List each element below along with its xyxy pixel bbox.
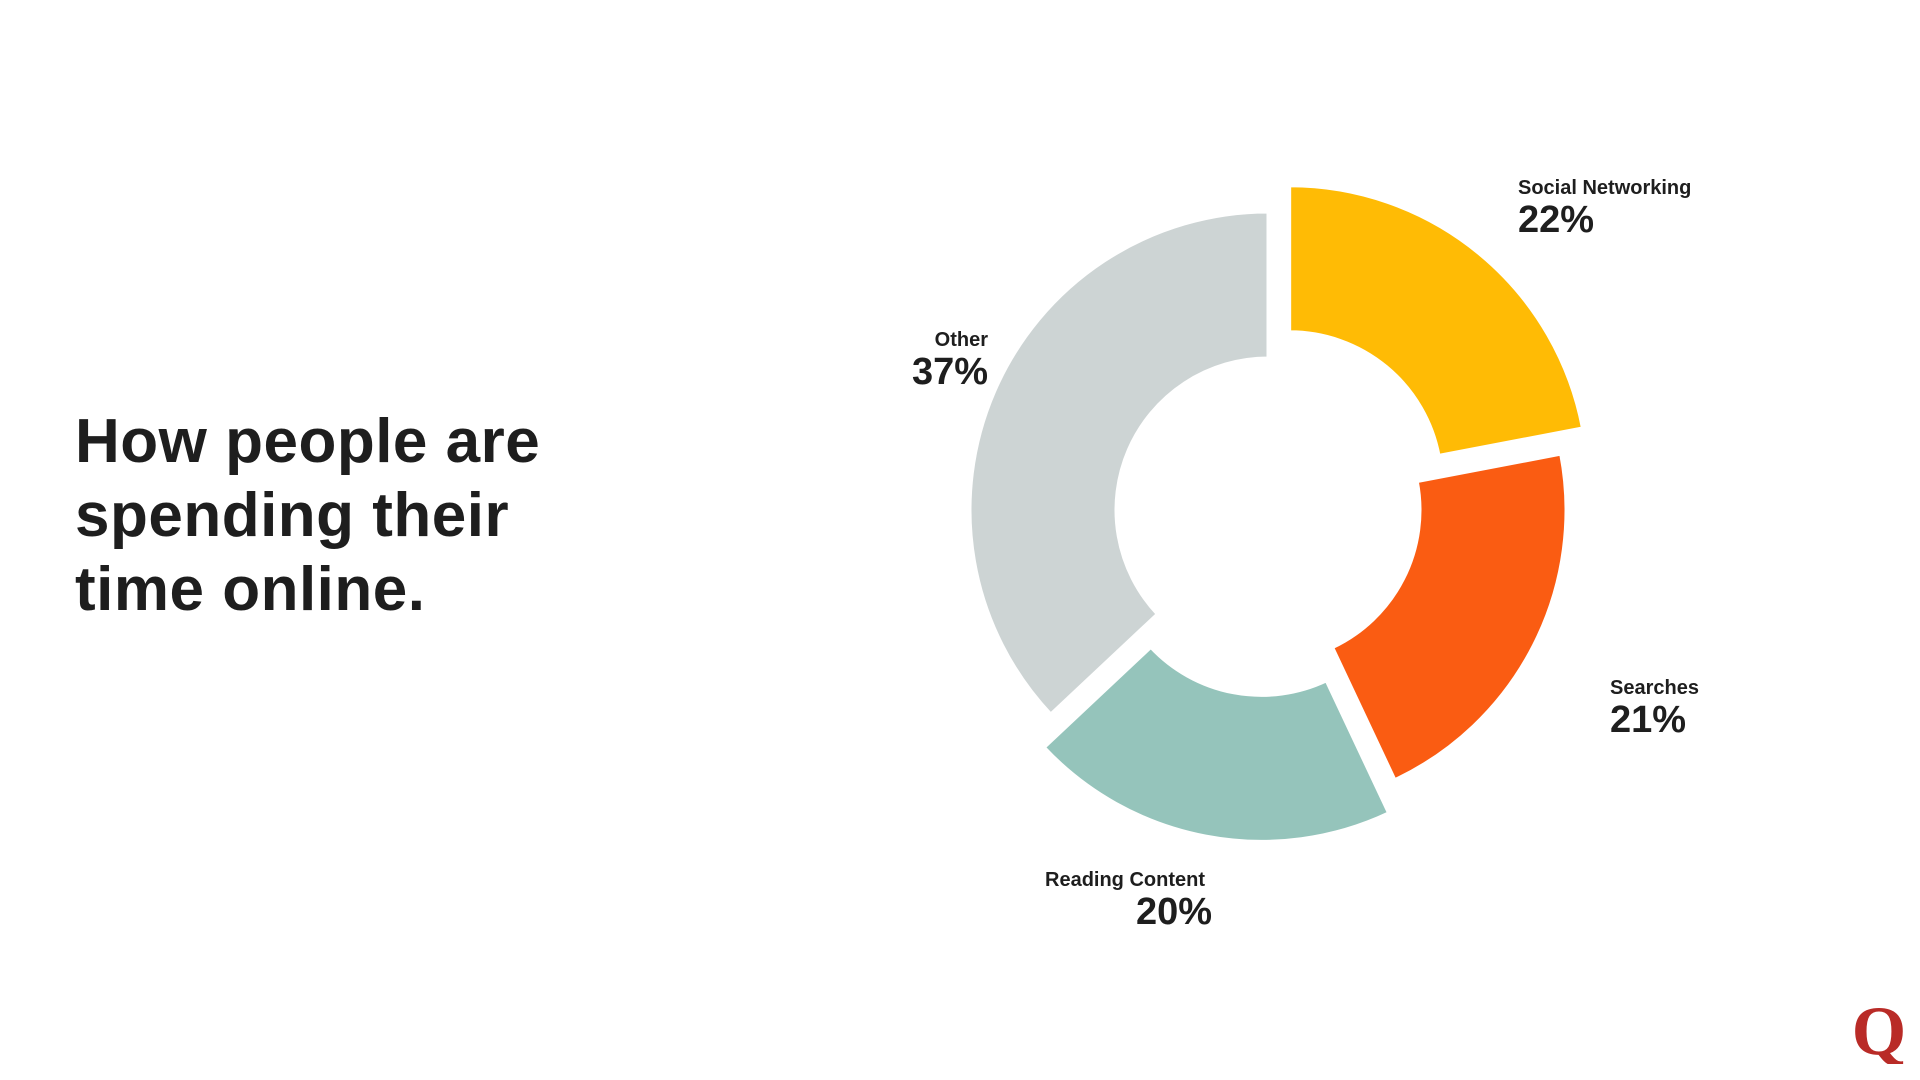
page-title: How people are spending their time onlin… <box>75 407 541 624</box>
logo-letter: Q <box>1852 996 1906 1064</box>
slice-value-reading-content: 20% <box>1136 891 1212 933</box>
slice-value-other: 37% <box>912 351 988 393</box>
slice-label-reading-content: Reading Content <box>1045 869 1205 891</box>
chart-slices <box>968 184 1584 843</box>
slice-searches <box>1331 452 1568 782</box>
slice-other <box>968 210 1270 716</box>
slice-label-social-networking: Social Networking <box>1518 177 1691 199</box>
slice-label-other: Other <box>935 329 989 351</box>
slice-value-searches: 21% <box>1610 699 1686 741</box>
slice-reading-content <box>1042 645 1391 843</box>
slice-value-social-networking: 22% <box>1518 199 1594 241</box>
slice-label-searches: Searches <box>1610 677 1699 699</box>
quora-logo: Q <box>1852 996 1906 1064</box>
slice-social-networking <box>1288 184 1584 457</box>
